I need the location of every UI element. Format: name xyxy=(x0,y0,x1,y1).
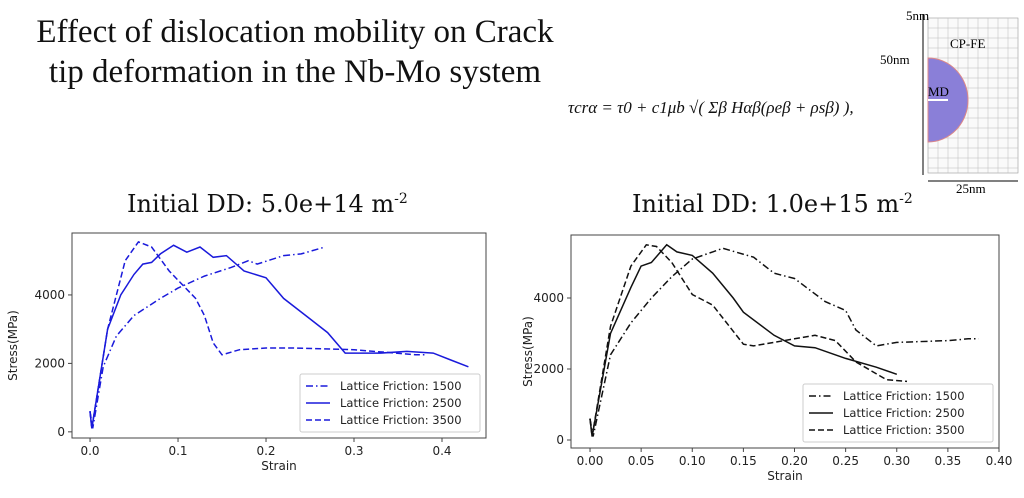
x-tick-label: 0.30 xyxy=(883,454,910,468)
plot-frame xyxy=(570,234,1000,449)
x-tick-label: 0.4 xyxy=(432,444,451,458)
legend-label: Lattice Friction: 2500 xyxy=(340,396,462,410)
legend-label: Lattice Friction: 1500 xyxy=(340,379,462,393)
slide-title: Effect of dislocation mobility on Crack t… xyxy=(10,12,580,92)
y-tick-label: 4000 xyxy=(533,291,564,305)
x-tick-label: 0.05 xyxy=(628,454,655,468)
x-tick-label: 0.2 xyxy=(256,444,275,458)
chart1-title-sup: -2 xyxy=(394,191,408,207)
label-50nm: 50nm xyxy=(880,52,910,67)
series-line-dashed xyxy=(589,243,908,437)
x-tick-label: 0.40 xyxy=(986,454,1013,468)
series-line-solid xyxy=(589,243,898,437)
legend xyxy=(299,373,481,433)
x-tick-label: 0.35 xyxy=(935,454,962,468)
legend-label: Lattice Friction: 2500 xyxy=(843,406,965,420)
x-tick-label: 0.25 xyxy=(832,454,859,468)
y-tick-label: 0 xyxy=(556,433,564,447)
y-tick-label: 0 xyxy=(57,425,65,439)
legend xyxy=(802,383,994,443)
series-line-dashdot xyxy=(589,247,979,437)
label-25nm: 25nm xyxy=(956,181,986,196)
y-tick-label: 4000 xyxy=(34,288,65,302)
title-line-1: Effect of dislocation mobility on Crack xyxy=(36,14,554,50)
y-axis-label: Stress(MPa) xyxy=(521,316,535,387)
series-line-dashdot xyxy=(89,246,326,429)
series-line-solid xyxy=(89,244,469,429)
y-tick-label: 2000 xyxy=(533,362,564,376)
x-tick-label: 0.20 xyxy=(781,454,808,468)
equation: τcrα = τ0 + c1μb √( Σβ Hαβ(ρeβ + ρsβ) ), xyxy=(568,98,854,117)
x-tick-label: 0.15 xyxy=(730,454,757,468)
x-axis-label: Strain xyxy=(767,469,803,483)
legend-label: Lattice Friction: 3500 xyxy=(340,413,462,427)
series-line-dashed xyxy=(89,240,425,429)
title-line-2: tip deformation in the Nb-Mo system xyxy=(48,54,542,90)
x-tick-label: 0.1 xyxy=(168,444,187,458)
y-tick-label: 2000 xyxy=(34,356,65,370)
chart2-title-text: Initial DD: 1.0e+15 m xyxy=(632,190,900,218)
y-axis-label: Stress(MPa) xyxy=(6,310,20,381)
chart1-title-text: Initial DD: 5.0e+14 m xyxy=(127,190,395,218)
x-axis-label: Strain xyxy=(261,459,297,473)
label-md: MD xyxy=(928,84,949,99)
x-tick-label: 0.10 xyxy=(679,454,706,468)
label-5nm: 5nm xyxy=(906,8,929,23)
plot-frame xyxy=(71,232,487,439)
chart2-title-sup: -2 xyxy=(899,191,913,207)
chart1-title: Initial DD: 5.0e+14 m-2 xyxy=(127,190,408,218)
legend-label: Lattice Friction: 3500 xyxy=(843,423,965,437)
x-tick-label: 0.3 xyxy=(344,444,363,458)
label-cpfe: CP-FE xyxy=(950,36,985,51)
legend-label: Lattice Friction: 1500 xyxy=(843,389,965,403)
x-tick-label: 0.0 xyxy=(80,444,99,458)
chart2-title: Initial DD: 1.0e+15 m-2 xyxy=(632,190,913,218)
x-tick-label: 0.00 xyxy=(577,454,604,468)
